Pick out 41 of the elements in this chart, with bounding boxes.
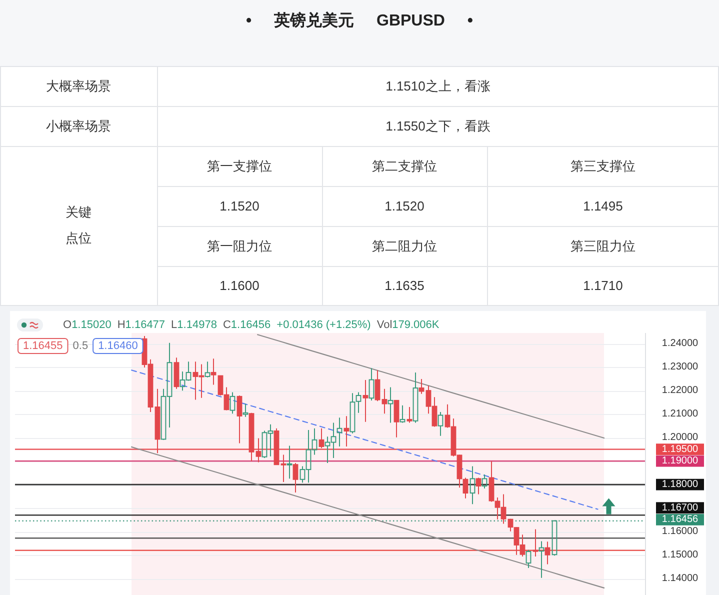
text: 1.1635: [384, 278, 424, 293]
text: 1.1600: [220, 278, 260, 293]
text: 第二支撑位: [372, 158, 437, 174]
text: • 英镑兑美元 GBPUSD •: [246, 10, 474, 30]
ref-line-label: 1.19000: [662, 456, 699, 467]
text: 第二阻力位: [372, 238, 437, 254]
ref-line-label: 1.19500: [662, 444, 699, 455]
text: L1.14978: [171, 319, 217, 331]
y-tick-label: 1.15000: [662, 550, 699, 561]
text: 大概率场景: [46, 78, 111, 94]
text: 第一阻力位: [207, 238, 272, 254]
y-tick-label: 1.21000: [662, 408, 699, 420]
text: 1.1520: [220, 198, 260, 214]
text: 小概率场景: [46, 118, 111, 134]
text: H1.16477: [117, 319, 166, 331]
annotation: 1.16460: [98, 340, 138, 352]
text: Vol179.006K: [376, 319, 440, 331]
text: 第三支撑位: [570, 158, 636, 174]
y-tick-label: 1.22000: [662, 385, 699, 396]
text: 第三阻力位: [570, 238, 636, 254]
ref-line-label: 1.16456: [662, 514, 699, 526]
ref-line-label: 1.18000: [662, 479, 699, 490]
y-tick-label: 1.20000: [662, 432, 699, 444]
ref-line-label: 1.16700: [662, 502, 699, 514]
y-tick-label: 1.24000: [662, 338, 699, 350]
text: O1.15020: [63, 319, 112, 331]
text: 1.1510之上，看涨: [386, 78, 490, 94]
text: 第一支撑位: [207, 158, 272, 174]
y-tick-label: 1.16000: [662, 526, 699, 538]
y-tick-label: 1.14000: [662, 573, 699, 584]
text: 1.1710: [583, 278, 623, 293]
text: 1.1550之下，看跌: [386, 118, 490, 134]
text: +0.01436 (+1.25%): [276, 319, 371, 331]
y-tick-label: 1.23000: [662, 362, 699, 373]
text: 1.1495: [583, 198, 623, 214]
annotation: 1.16455: [23, 340, 63, 352]
text: 1.1520: [384, 198, 424, 214]
annotation: 0.5: [72, 340, 88, 352]
text: 关键: [66, 204, 92, 220]
text: C1.16456: [222, 319, 271, 331]
text: 点位: [66, 230, 92, 246]
